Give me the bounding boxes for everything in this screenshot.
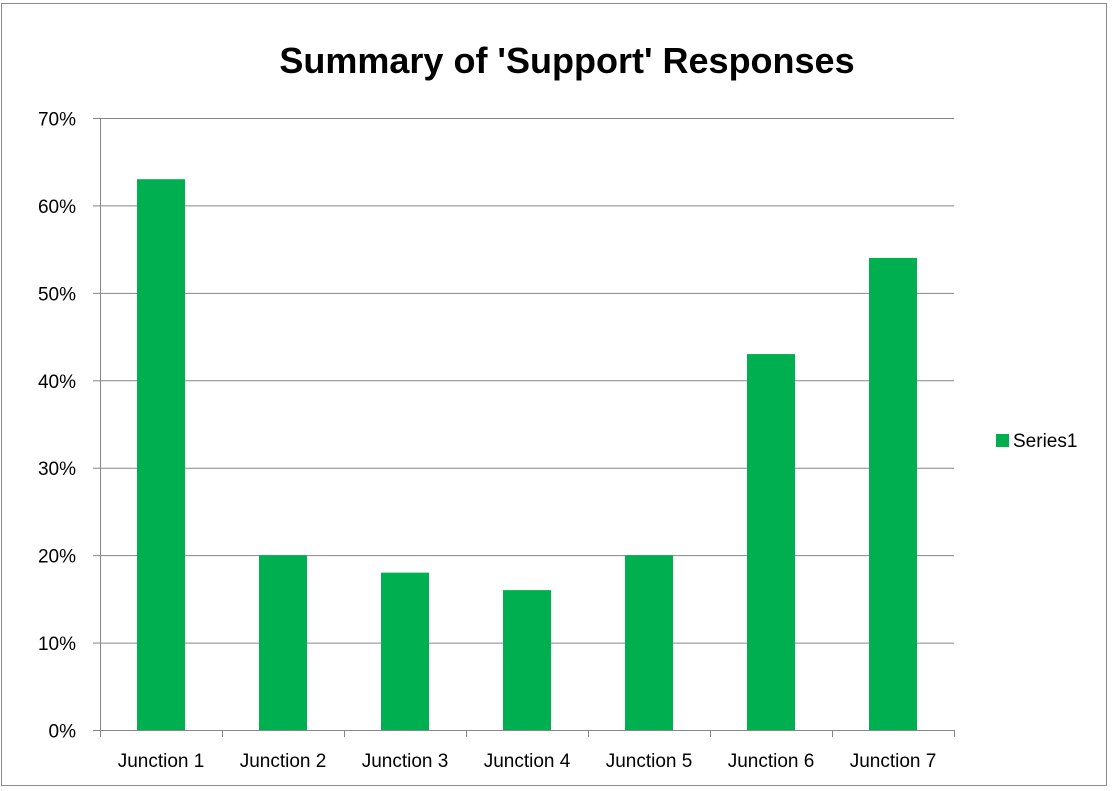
axes — [93, 118, 955, 737]
x-tick-label: Junction 2 — [240, 751, 327, 772]
bars — [137, 179, 917, 730]
y-tick-label: 0% — [49, 722, 77, 743]
legend: Series1 — [996, 431, 1077, 452]
chart-title: Summary of 'Support' Responses — [279, 40, 854, 81]
gridlines — [100, 118, 954, 644]
bar — [869, 257, 917, 730]
bar — [625, 555, 673, 730]
x-tick-label: Junction 7 — [850, 751, 937, 772]
y-tick-label: 50% — [38, 284, 76, 305]
y-tick-label: 40% — [38, 372, 76, 393]
legend-item: Series1 — [996, 431, 1077, 452]
y-tick-label: 60% — [38, 197, 76, 218]
y-tick-label: 70% — [38, 110, 76, 131]
bar — [259, 555, 307, 730]
y-axis-tick-labels: 0% 10% 20% 30% 40% 50% 60% 70% — [38, 110, 76, 743]
legend-swatch — [996, 434, 1009, 447]
x-tick-label: Junction 5 — [606, 751, 693, 772]
x-axis-tick-labels: Junction 1 Junction 2 Junction 3 Junction 4… — [118, 751, 937, 772]
y-tick-label: 20% — [38, 547, 76, 568]
y-tick-label: 30% — [38, 459, 76, 480]
bar — [747, 354, 795, 730]
legend-label: Series1 — [1013, 431, 1077, 452]
chart-frame — [1, 3, 1107, 786]
x-tick-label: Junction 6 — [728, 751, 815, 772]
bar — [137, 179, 185, 730]
x-tick-label: Junction 4 — [484, 751, 571, 772]
x-tick-label: Junction 1 — [118, 751, 205, 772]
bar — [503, 590, 551, 730]
x-tick-label: Junction 3 — [362, 751, 449, 772]
bar — [381, 572, 429, 730]
y-tick-label: 10% — [38, 634, 76, 655]
